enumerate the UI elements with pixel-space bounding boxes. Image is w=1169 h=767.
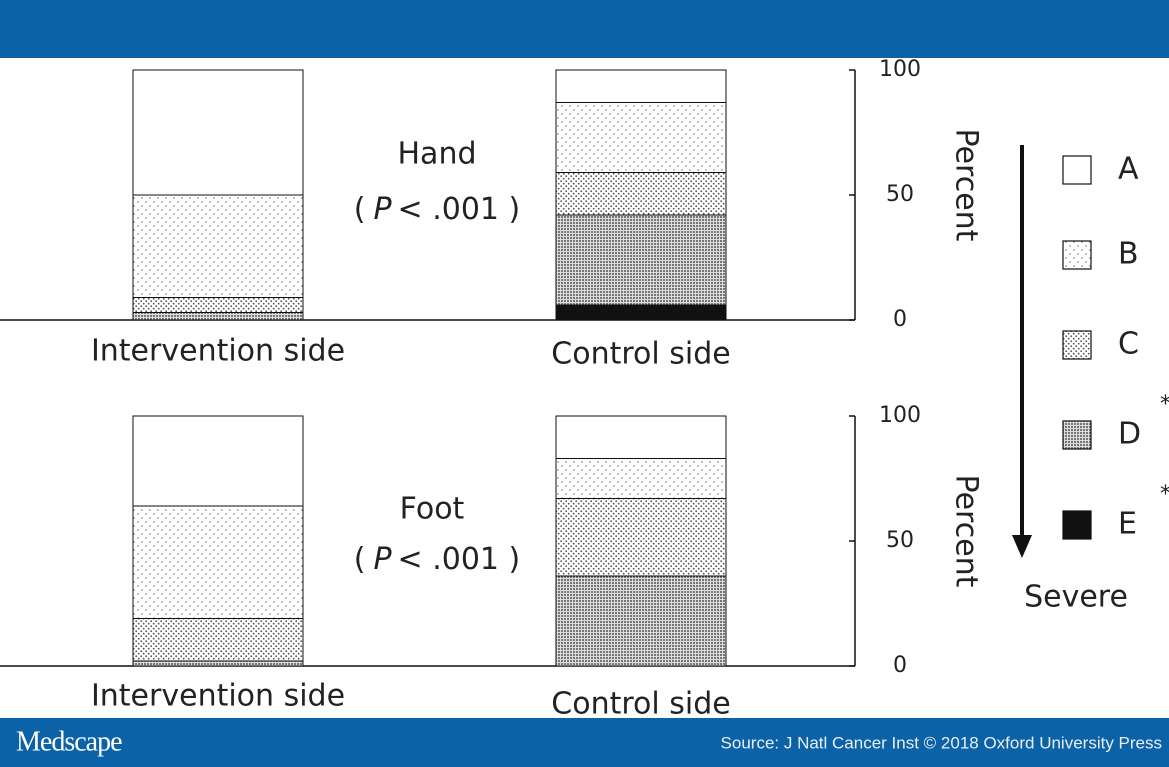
y-axis-label: Percent xyxy=(949,475,984,588)
legend-label: C xyxy=(1118,327,1139,362)
bar-segment xyxy=(132,505,304,619)
y-tick-label: 100 xyxy=(879,403,921,428)
chart-title: Hand xyxy=(398,137,477,172)
bar-segment xyxy=(555,304,727,321)
p-open: ( xyxy=(354,542,366,577)
bar-segment xyxy=(132,415,304,507)
bar-segment xyxy=(555,458,727,499)
brand: Medscape xyxy=(16,726,122,757)
legend-swatch xyxy=(1062,420,1092,450)
y-axis-label: Percent xyxy=(949,129,984,242)
p-rest: < .001 ) xyxy=(398,192,521,227)
bar-segment xyxy=(555,575,727,667)
legend-label: A xyxy=(1118,152,1139,187)
category-label: Control side xyxy=(551,337,730,372)
source: Source: J Natl Cancer Inst © 2018 Oxford… xyxy=(721,733,1162,752)
legend-swatch xyxy=(1062,510,1092,540)
footer-bar xyxy=(0,718,1169,767)
p-value: (P < .001 ) xyxy=(354,542,521,577)
legend-swatch xyxy=(1062,330,1092,360)
legend-swatch xyxy=(1062,240,1092,270)
header-bar xyxy=(0,0,1169,58)
bar-segment xyxy=(555,69,727,103)
bar-segment xyxy=(132,194,304,298)
p-rest: < .001 ) xyxy=(398,542,521,577)
y-tick-label: 50 xyxy=(886,528,914,553)
bar-segment xyxy=(132,312,304,321)
p-symbol: P xyxy=(373,192,392,227)
y-tick-label: 50 xyxy=(886,182,914,207)
bar-segment xyxy=(555,498,727,577)
category-label: Control side xyxy=(551,687,730,722)
category-label: Intervention side xyxy=(91,679,345,714)
bar-segment xyxy=(132,660,304,667)
bar-segment xyxy=(132,69,304,196)
y-tick-label: 100 xyxy=(879,57,921,82)
bar-segment xyxy=(555,415,727,459)
chart-title: Foot xyxy=(400,492,465,527)
bar-segment xyxy=(555,214,727,306)
p-value: (P < .001 ) xyxy=(354,192,521,227)
legend-swatch xyxy=(1062,155,1092,185)
p-open: ( xyxy=(354,192,366,227)
legend-marker: * xyxy=(1160,392,1169,417)
bar-segment xyxy=(555,102,727,173)
legend-label: B xyxy=(1118,237,1139,272)
y-tick-label: 0 xyxy=(893,653,907,678)
legend-label: D xyxy=(1118,417,1141,452)
legend-marker: * xyxy=(1160,482,1169,507)
y-tick-label: 0 xyxy=(893,307,907,332)
p-symbol: P xyxy=(373,542,392,577)
bar-segment xyxy=(132,297,304,313)
bar-segment xyxy=(132,618,304,662)
bar-segment xyxy=(555,172,727,216)
category-label: Intervention side xyxy=(91,334,345,369)
severity-label: Severe xyxy=(1024,580,1128,615)
arrow-head xyxy=(1012,535,1032,558)
legend-label: E xyxy=(1118,507,1137,542)
